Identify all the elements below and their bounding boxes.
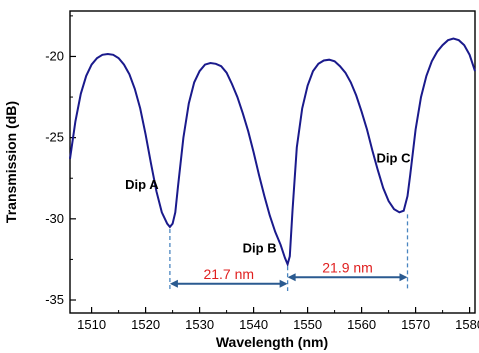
dip-labels: Dip A Dip B Dip C bbox=[125, 150, 411, 255]
spacing-arrowhead-right bbox=[279, 279, 288, 288]
x-tick-label: 1520 bbox=[131, 317, 160, 332]
dip-label: Dip C bbox=[377, 150, 412, 165]
transmission-curve bbox=[69, 37, 476, 268]
spacing-label: 21.7 nm bbox=[203, 266, 254, 282]
x-axis-title: Wavelength (nm) bbox=[216, 334, 328, 350]
spacing-label: 21.9 nm bbox=[322, 259, 373, 275]
x-axis-ticks: 1510 1520 1530 1540 1550 1560 1570 1580 bbox=[77, 307, 479, 332]
x-tick-label: 1530 bbox=[185, 317, 214, 332]
x-tick-label: 1580 bbox=[455, 317, 479, 332]
dip-spacings: 21.7 nm 21.9 nm bbox=[169, 259, 408, 288]
dip-label: Dip A bbox=[125, 177, 159, 192]
dip-label: Dip B bbox=[243, 240, 277, 255]
x-tick-label: 1540 bbox=[239, 317, 268, 332]
y-axis-ticks: -35 -30 -25 -20 bbox=[45, 15, 76, 307]
x-tick-label: 1560 bbox=[347, 317, 376, 332]
plot-frame bbox=[69, 10, 476, 314]
y-axis-title: Transmission (dB) bbox=[3, 101, 19, 223]
spacing-arrowhead-left bbox=[287, 273, 296, 282]
y-tick-label: -20 bbox=[45, 48, 64, 63]
dip-markers bbox=[169, 214, 409, 291]
spacing-arrowhead-left bbox=[169, 279, 178, 288]
x-tick-label: 1570 bbox=[401, 317, 430, 332]
y-tick-label: -30 bbox=[45, 211, 64, 226]
spacing-arrowhead-right bbox=[399, 273, 408, 282]
x-tick-label: 1550 bbox=[293, 317, 322, 332]
y-tick-label: -25 bbox=[45, 130, 64, 145]
y-tick-label: -35 bbox=[45, 292, 64, 307]
x-tick-label: 1510 bbox=[77, 317, 106, 332]
